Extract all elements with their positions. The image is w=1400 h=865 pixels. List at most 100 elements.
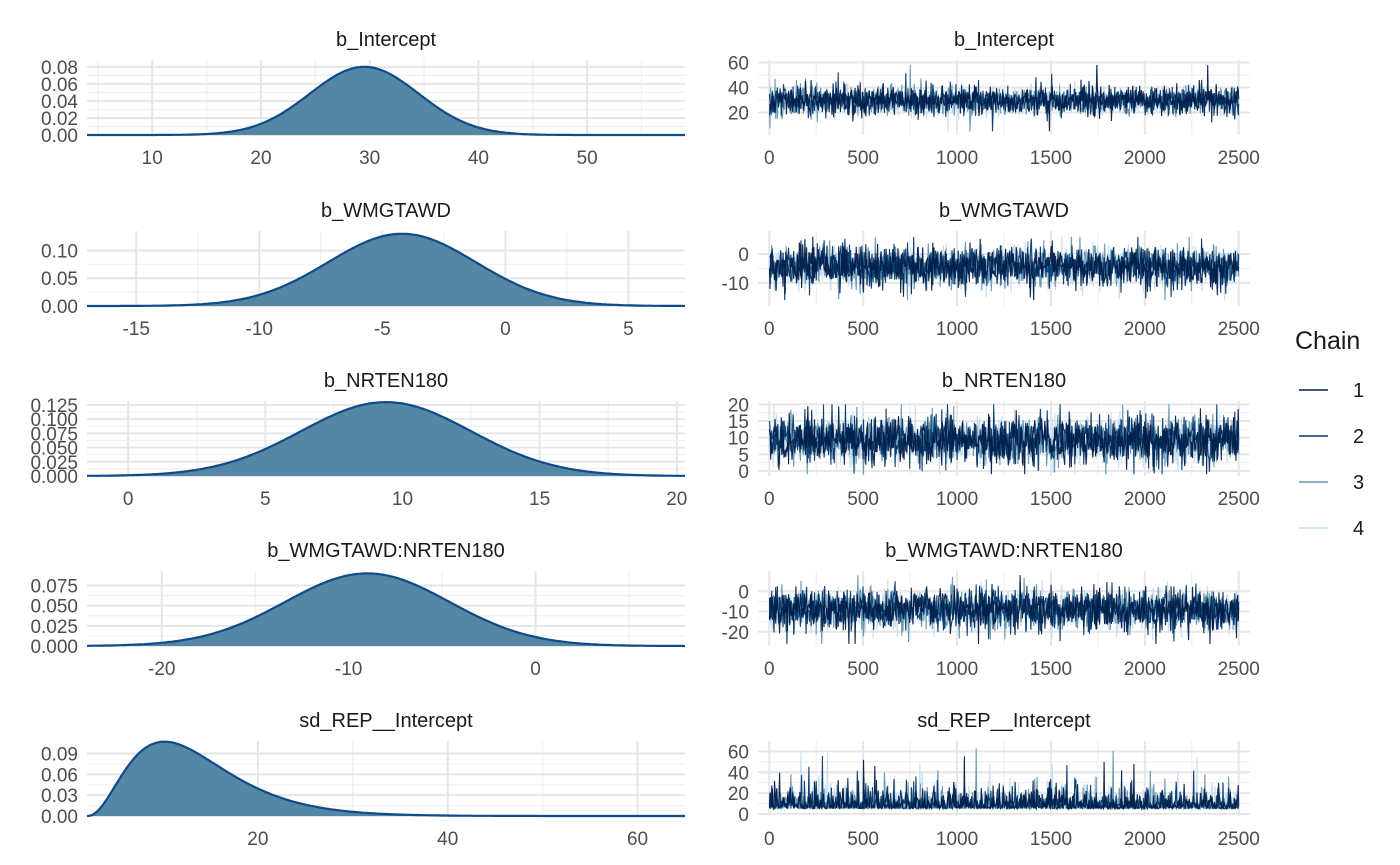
y-tick-label: -10 (722, 603, 749, 624)
y-tick-label: 0.06 (41, 765, 78, 786)
legend-item-chain-1: 1 (1299, 380, 1364, 402)
x-tick-label: -15 (122, 319, 149, 340)
legend-label: 4 (1353, 518, 1364, 540)
y-tick-label: 0.100 (30, 410, 78, 431)
x-tick-label: 2500 (1218, 148, 1260, 169)
panel-title: b_NRTEN180 (942, 370, 1066, 392)
legend-item-chain-4: 4 (1299, 518, 1364, 540)
panel-title: b_NRTEN180 (324, 370, 448, 392)
panel-title: sd_REP__Intercept (299, 710, 473, 732)
density-curve (86, 740, 685, 818)
x-tick-label: 5 (260, 489, 271, 510)
x-tick-label: 0 (500, 319, 511, 340)
density-panel-b-wmgtawd-nrten180: b_WMGTAWD:NRTEN180 -20 -10 0 0.0000.0250.050… (30, 540, 685, 680)
density-panel-sd-rep-intercept: sd_REP__Intercept 20 40 60 0.000.030.060.09 (41, 710, 685, 850)
legend-label: 3 (1353, 472, 1364, 494)
x-tick-label: 1500 (1030, 659, 1072, 680)
x-tick-label: 2500 (1218, 489, 1260, 510)
y-tick-label: 0.05 (41, 269, 78, 290)
x-tick-label: -5 (374, 319, 391, 340)
panel-title: b_WMGTAWD:NRTEN180 (885, 540, 1122, 562)
y-tick-label: 0.00 (41, 126, 78, 147)
y-tick-label: 0.125 (30, 396, 78, 417)
y-tick-label: 20 (728, 104, 749, 125)
x-tick-label: 500 (847, 489, 879, 510)
trace-chain-2 (768, 72, 1240, 132)
x-tick-label: 2000 (1124, 319, 1166, 340)
x-tick-label: 500 (847, 659, 879, 680)
y-tick-label: 0.025 (30, 453, 78, 474)
y-tick-label: 10 (728, 429, 749, 450)
y-tick-label: 15 (728, 412, 749, 433)
x-tick-label: 5 (623, 319, 634, 340)
y-tick-label: 5 (738, 445, 749, 466)
x-tick-label: 2000 (1124, 148, 1166, 169)
legend-title: Chain (1295, 327, 1360, 355)
y-tick-label: 20 (728, 784, 749, 805)
y-tick-label: 0.06 (41, 75, 78, 96)
x-tick-label: 1000 (936, 319, 978, 340)
y-tick-label: 0.050 (30, 439, 78, 460)
y-tick-label: 0 (738, 462, 749, 483)
x-tick-label: 0 (764, 319, 775, 340)
x-tick-label: -20 (148, 659, 175, 680)
x-tick-label: 1500 (1030, 319, 1072, 340)
x-tick-label: 0 (764, 489, 775, 510)
legend-label: 1 (1353, 380, 1364, 402)
y-tick-label: 0.075 (30, 424, 78, 445)
panel-title: sd_REP__Intercept (917, 710, 1091, 732)
y-tick-label: 0.00 (41, 807, 78, 828)
x-tick-label: 10 (142, 148, 163, 169)
x-tick-label: 1000 (936, 829, 978, 850)
x-tick-label: 1500 (1030, 148, 1072, 169)
density-curve (87, 232, 686, 308)
trace-chain-1 (768, 575, 1240, 645)
x-tick-label: 0 (764, 148, 775, 169)
y-tick-label: 0.050 (30, 597, 78, 618)
x-tick-label: 40 (468, 148, 489, 169)
x-tick-label: 50 (577, 148, 598, 169)
x-tick-label: 0 (764, 829, 775, 850)
x-tick-label: 500 (847, 148, 879, 169)
density-area (87, 402, 685, 476)
x-tick-label: 0 (123, 489, 134, 510)
x-tick-label: 2000 (1124, 829, 1166, 850)
y-tick-label: 0.04 (41, 92, 78, 113)
y-tick-label: 0 (738, 805, 749, 826)
x-tick-label: 1500 (1030, 829, 1072, 850)
x-tick-label: 20 (247, 829, 268, 850)
y-tick-label: 0.03 (41, 786, 78, 807)
y-tick-label: -20 (722, 623, 749, 644)
panel-title: b_WMGTAWD (939, 200, 1069, 222)
trace-chain-2 (768, 755, 1240, 811)
x-tick-label: 2500 (1218, 659, 1260, 680)
x-tick-label: 500 (847, 829, 879, 850)
y-tick-label: 0.000 (30, 637, 78, 658)
x-tick-label: -10 (335, 659, 362, 680)
x-tick-label: 1000 (936, 659, 978, 680)
y-tick-label: 0 (738, 582, 749, 603)
x-tick-label: -10 (246, 319, 273, 340)
x-tick-label: 1500 (1030, 489, 1072, 510)
trace-chain-1 (768, 756, 1240, 811)
legend-label: 2 (1353, 426, 1364, 448)
x-tick-label: 20 (666, 489, 687, 510)
trace-panel-b-wmgtawd-nrten180: b_WMGTAWD:NRTEN180 0 500 1000 1500 2000 2500 -2… (722, 540, 1260, 680)
density-curve (87, 65, 685, 137)
x-tick-label: 2500 (1218, 319, 1260, 340)
x-tick-label: 40 (437, 829, 458, 850)
y-tick-label: 40 (728, 763, 749, 784)
y-tick-label: 40 (728, 79, 749, 100)
density-curve (87, 400, 685, 477)
y-tick-label: 60 (728, 742, 749, 763)
x-tick-label: 1000 (936, 148, 978, 169)
legend-item-chain-3: 3 (1299, 472, 1364, 494)
density-area (87, 573, 685, 646)
x-tick-label: 1000 (936, 489, 978, 510)
x-tick-label: 20 (250, 148, 271, 169)
density-area (87, 741, 685, 816)
